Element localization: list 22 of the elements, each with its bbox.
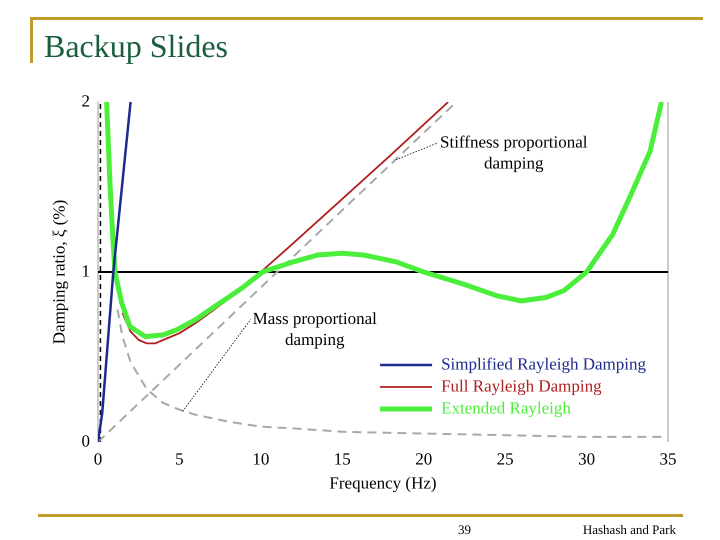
- text: Hashash and Park: [582, 522, 676, 538]
- x-tick-label: 5: [175, 450, 184, 469]
- legend-label: Full Rayleigh Damping: [441, 376, 602, 396]
- x-tick-label: 25: [496, 450, 514, 469]
- y-axis-title: Damping ratio, ξ (%): [50, 200, 69, 344]
- x-tick-label: 35: [660, 450, 676, 469]
- y-tick-label: 2: [82, 91, 90, 110]
- legend-label: Extended Rayleigh: [441, 398, 572, 418]
- x-tick-label: 0: [94, 450, 102, 469]
- annotation: Stiffness proportional damping: [440, 132, 588, 172]
- x-tick-label: 30: [578, 450, 596, 469]
- line-series: [116, 308, 668, 438]
- text: 39: [458, 522, 471, 538]
- chart-title: Backup Slides: [44, 27, 228, 65]
- x-tick-label: 20: [415, 450, 432, 469]
- x-axis-title: Frequency (Hz): [329, 473, 437, 492]
- annotation: Mass proportional damping: [252, 308, 378, 349]
- legend-label: Simplified Rayleigh Damping: [441, 354, 646, 374]
- y-tick-label: 1: [82, 261, 90, 280]
- y-tick-label: 0: [82, 431, 90, 450]
- x-tick-label: 10: [252, 450, 270, 469]
- x-tick-label: 15: [334, 450, 351, 469]
